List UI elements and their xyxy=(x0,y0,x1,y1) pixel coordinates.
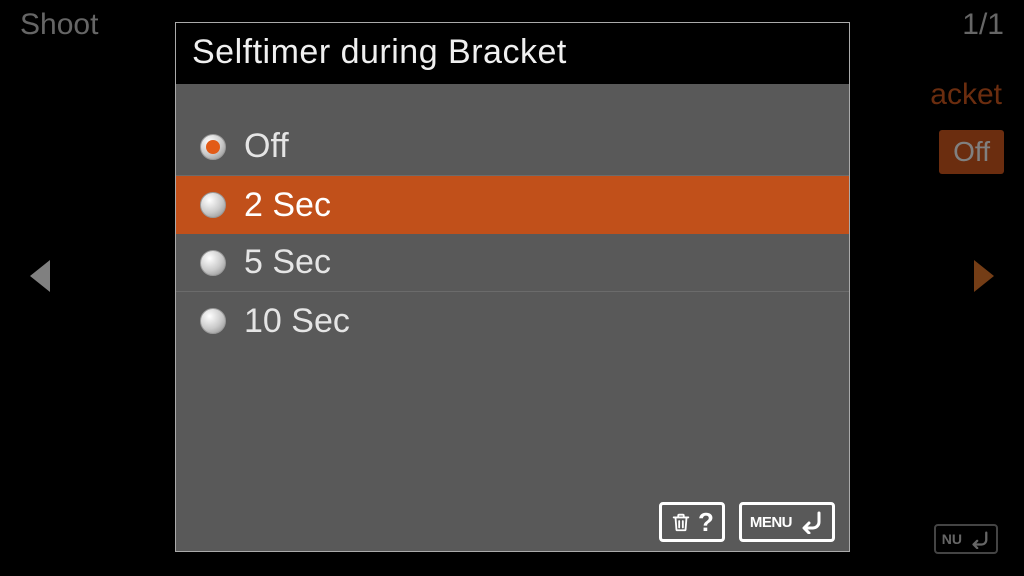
option-5sec[interactable]: 5 Sec xyxy=(176,234,849,292)
option-label: 2 Sec xyxy=(244,186,331,225)
question-mark-icon: ? xyxy=(698,507,714,538)
menu-back-button[interactable]: MENU xyxy=(739,502,835,542)
selftimer-dialog: Selftimer during Bracket Off 2 Sec 5 Sec… xyxy=(175,22,850,552)
option-label: 5 Sec xyxy=(244,243,331,282)
option-off[interactable]: Off xyxy=(176,118,849,176)
option-10sec[interactable]: 10 Sec xyxy=(176,292,849,350)
radio-icon xyxy=(200,134,226,160)
bg-page-counter: 1/1 xyxy=(962,8,1004,42)
radio-icon xyxy=(200,308,226,334)
trash-icon xyxy=(670,511,692,533)
menu-label: MENU xyxy=(750,514,792,531)
dialog-footer: ? MENU xyxy=(176,493,849,551)
option-label: Off xyxy=(244,127,289,166)
menu-label: NU xyxy=(942,531,962,547)
option-list: Off 2 Sec 5 Sec 10 Sec xyxy=(176,84,849,493)
option-2sec[interactable]: 2 Sec xyxy=(176,176,849,234)
nav-right-icon[interactable] xyxy=(974,260,994,292)
option-label: 10 Sec xyxy=(244,302,350,341)
bg-row-label: acket xyxy=(930,78,1002,112)
back-icon xyxy=(798,510,824,534)
nav-left-icon[interactable] xyxy=(30,260,50,292)
dialog-title: Selftimer during Bracket xyxy=(176,23,849,84)
help-button[interactable]: ? xyxy=(659,502,725,542)
bg-menu-back-button[interactable]: NU xyxy=(934,524,998,554)
radio-icon xyxy=(200,192,226,218)
bg-row-value: Off xyxy=(939,130,1004,174)
back-icon xyxy=(968,529,990,549)
radio-icon xyxy=(200,250,226,276)
bg-header-left: Shoot xyxy=(20,8,98,42)
